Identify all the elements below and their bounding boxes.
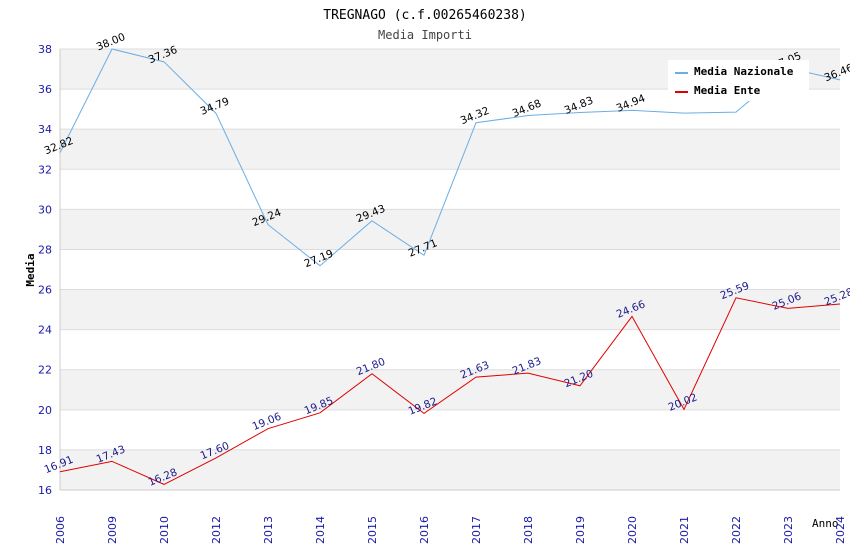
y-tick-label: 36	[38, 83, 52, 96]
x-tick-label: 2013	[262, 516, 275, 544]
y-tick-label: 28	[38, 243, 52, 256]
x-tick-label: 2016	[418, 516, 431, 544]
y-tick-label: 24	[38, 324, 52, 337]
y-axis-label: Media	[24, 253, 37, 286]
x-tick-label: 2010	[158, 516, 171, 544]
background-band	[60, 449, 840, 490]
x-tick-label: 2018	[522, 516, 535, 544]
y-tick-label: 32	[38, 163, 52, 176]
chart-title: TREGNAGO (c.f.00265460238)	[323, 8, 527, 23]
x-tick-label: 2017	[470, 516, 483, 544]
x-tick-label: 2009	[106, 516, 119, 544]
x-tick-label: 2021	[678, 516, 691, 544]
x-tick-labels: 2006 2009 2010 2012 2013 2014 2015 2016 2017 2018…	[54, 516, 847, 544]
series-lines	[59, 48, 841, 485]
background-band	[60, 369, 840, 410]
x-axis-label: Anno	[812, 517, 839, 530]
y-tick-label: 20	[38, 404, 52, 417]
y-tick-label: 38	[38, 43, 52, 56]
y-tick-label: 22	[38, 364, 52, 377]
data-label-media-nazionale: 34.79	[199, 95, 231, 117]
data-label-media-nazionale: 34.32	[459, 105, 491, 127]
background-band	[60, 289, 840, 330]
data-label-media-nazionale: 34.68	[511, 98, 543, 120]
background-band	[60, 209, 840, 250]
x-tick-label: 2022	[730, 516, 743, 544]
series-line-media-nazionale	[59, 48, 841, 267]
x-tick-label: 2019	[574, 516, 587, 544]
series-line-media-ente	[59, 297, 841, 485]
background-band	[60, 129, 840, 170]
legend-label-media-ente: Media Ente	[694, 84, 761, 97]
y-tick-label: 26	[38, 284, 52, 297]
gridlines	[60, 48, 840, 491]
x-tick-label: 2006	[54, 516, 67, 544]
y-tick-labels: 16 18 20 22 24 26 28 30 32 34 36 38	[38, 43, 52, 497]
x-tick-label: 2020	[626, 516, 639, 544]
x-tick-label: 2023	[782, 516, 795, 544]
background-bands	[60, 49, 840, 490]
chart-subtitle: Media Importi	[378, 28, 472, 42]
legend-label-media-nazionale: Media Nazionale	[694, 65, 794, 78]
x-tick-label: 2024	[834, 516, 847, 544]
x-tick-label: 2015	[366, 516, 379, 544]
data-label-media-nazionale: 27.19	[303, 248, 335, 270]
y-tick-label: 18	[38, 444, 52, 457]
data-label-media-nazionale: 34.83	[563, 95, 595, 117]
x-tick-label: 2012	[210, 516, 223, 544]
legend: Media Nazionale Media Ente	[668, 60, 809, 101]
y-tick-label: 34	[38, 123, 52, 136]
y-tick-label: 16	[38, 484, 52, 497]
y-tick-label: 30	[38, 203, 52, 216]
x-tick-label: 2014	[314, 516, 327, 544]
legend-box	[668, 60, 809, 101]
